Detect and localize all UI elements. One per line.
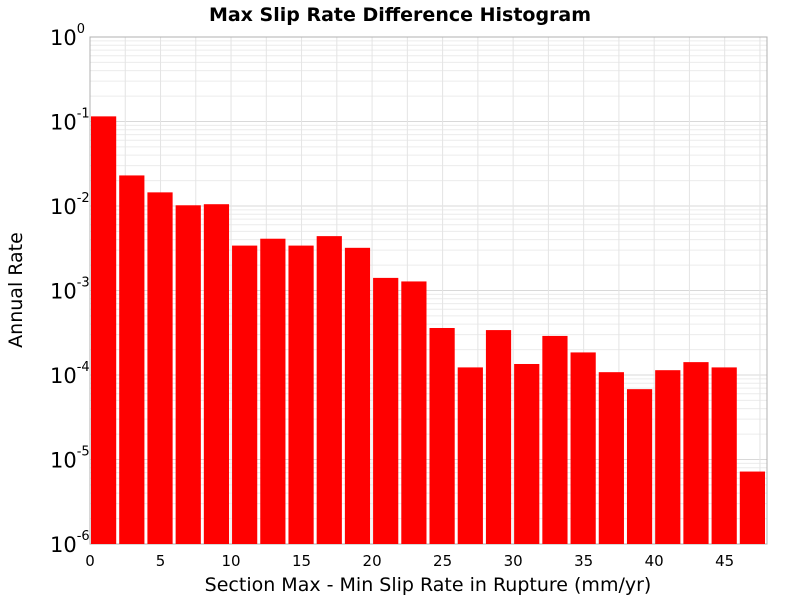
y-tick-label: 10-1 [50, 107, 90, 135]
histogram-bar [288, 245, 314, 544]
y-tick-label: 10-6 [50, 529, 90, 557]
y-tick-label: 10-4 [50, 360, 90, 388]
y-tick-label: 10-2 [50, 191, 90, 219]
histogram-bar [316, 236, 342, 545]
y-tick-label: 10-3 [50, 276, 90, 304]
x-tick-label: 10 [221, 552, 240, 570]
grid-lines [89, 36, 767, 545]
histogram-bar [344, 247, 371, 544]
histogram-bar [401, 281, 427, 544]
histogram-bar [175, 205, 201, 544]
histogram-bar [119, 175, 145, 544]
x-tick-label: 20 [363, 552, 382, 570]
histogram-bar [91, 116, 117, 544]
histogram-bar [147, 192, 173, 544]
histogram-bar [232, 245, 258, 544]
histogram-bar [598, 372, 624, 544]
y-axis-label: Annual Rate [5, 232, 27, 348]
histogram-bar [683, 362, 709, 544]
plot-area-border [89, 36, 768, 545]
y-tick-label: 100 [50, 22, 85, 50]
histogram-bar [373, 277, 399, 544]
bars-group [91, 116, 765, 545]
chart-title: Max Slip Rate Difference Histogram [209, 4, 591, 26]
x-tick-label: 0 [85, 552, 95, 570]
x-tick-label: 30 [504, 552, 523, 570]
x-tick-label: 40 [645, 552, 664, 570]
x-axis-label: Section Max - Min Slip Rate in Rupture (… [205, 574, 652, 596]
x-tick-label: 35 [574, 552, 593, 570]
histogram-bar [457, 367, 483, 544]
histogram-bar [626, 389, 653, 544]
histogram-bar [260, 238, 286, 544]
y-axis-ticks: 100 10-1 10-2 10-3 10-4 10-5 10-6 [50, 22, 90, 557]
histogram-bar [203, 204, 230, 544]
x-tick-label: 15 [292, 552, 311, 570]
x-tick-label: 25 [433, 552, 452, 570]
histogram-bar [485, 330, 512, 544]
histogram-bar [711, 367, 737, 544]
x-axis-ticks: 0 5 10 15 20 25 30 35 40 45 [85, 552, 734, 570]
histogram-bar [542, 335, 568, 544]
histogram-bar [655, 370, 681, 544]
histogram-bar [570, 352, 596, 544]
histogram-bar [514, 363, 540, 544]
histogram-bar [429, 327, 455, 544]
x-tick-label: 5 [156, 552, 166, 570]
histogram-bar [739, 471, 765, 544]
x-tick-label: 45 [715, 552, 734, 570]
y-tick-label: 10-5 [50, 445, 90, 473]
